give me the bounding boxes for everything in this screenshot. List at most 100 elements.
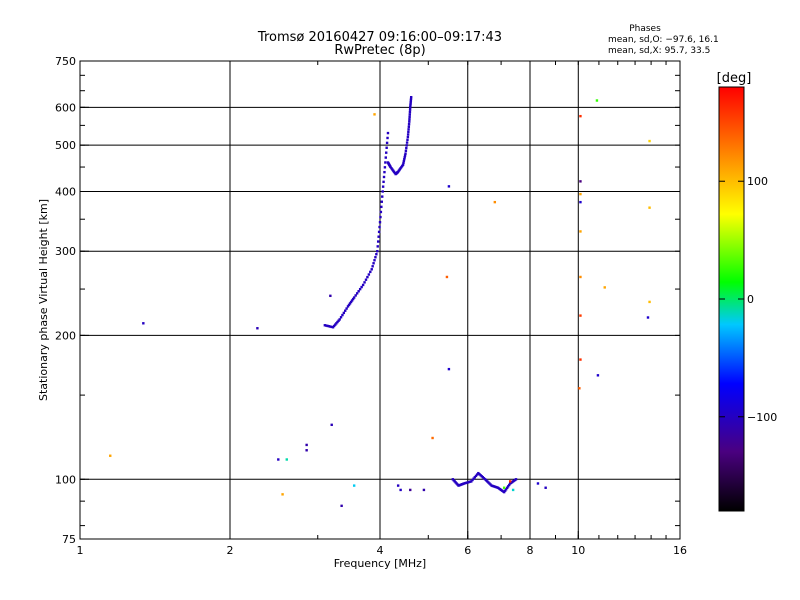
data-point xyxy=(277,458,280,461)
data-point xyxy=(405,146,408,150)
data-point xyxy=(281,493,284,496)
data-point xyxy=(404,149,408,153)
data-point xyxy=(377,235,380,238)
data-point xyxy=(506,485,510,488)
data-point xyxy=(468,480,472,483)
data-point xyxy=(404,152,407,155)
data-point xyxy=(384,156,387,159)
data-point xyxy=(373,259,376,262)
data-point xyxy=(399,488,402,492)
data-point xyxy=(648,206,651,209)
data-point xyxy=(326,324,329,328)
plot-frame xyxy=(79,60,681,540)
colorbar-tick-label: 0 xyxy=(747,293,754,306)
data-point xyxy=(579,180,582,183)
x-tick-label: 2 xyxy=(227,544,234,557)
data-point xyxy=(305,443,308,447)
data-point xyxy=(466,481,469,484)
x-tick-label: 16 xyxy=(673,544,687,557)
data-point xyxy=(470,480,473,483)
data-point xyxy=(467,480,471,484)
data-point xyxy=(465,481,468,484)
data-point xyxy=(409,99,413,102)
data-point xyxy=(405,141,409,144)
data-point xyxy=(409,101,412,104)
data-point xyxy=(363,281,366,284)
data-point xyxy=(445,275,449,279)
data-point xyxy=(344,309,347,312)
data-point xyxy=(349,300,353,304)
data-point xyxy=(504,488,508,491)
data-point xyxy=(371,265,374,268)
data-point xyxy=(447,185,451,188)
data-point xyxy=(475,473,479,476)
data-point xyxy=(364,278,368,281)
data-point xyxy=(579,114,582,118)
data-point xyxy=(346,305,350,308)
data-point xyxy=(383,170,386,174)
data-point xyxy=(381,185,385,188)
data-point xyxy=(507,483,511,487)
data-point xyxy=(503,489,507,492)
data-point xyxy=(340,504,343,508)
data-point xyxy=(403,156,406,159)
data-point xyxy=(360,285,363,289)
data-point xyxy=(374,256,377,259)
data-point xyxy=(596,374,600,377)
data-point xyxy=(408,115,411,119)
data-point xyxy=(370,268,373,271)
colorbar-label: [deg] xyxy=(717,71,752,86)
data-point xyxy=(323,324,327,327)
y-tick-label: 300 xyxy=(55,245,76,258)
data-point xyxy=(505,486,509,489)
data-point xyxy=(409,95,413,99)
data-point xyxy=(327,325,331,328)
data-point xyxy=(579,275,582,279)
data-point xyxy=(379,215,382,219)
data-point xyxy=(409,104,412,107)
y-tick-label: 600 xyxy=(55,101,76,114)
y-axis-label: Stationary phase Virtual Height [km] xyxy=(37,199,50,401)
data-point xyxy=(347,303,351,307)
data-point xyxy=(579,358,582,361)
data-point xyxy=(409,97,413,101)
data-point xyxy=(408,108,412,111)
x-tick-label: 4 xyxy=(377,544,384,557)
data-point xyxy=(384,161,387,164)
chart-title: Tromsø 20160427 09:16:00–09:17:43 xyxy=(257,30,502,45)
data-point xyxy=(536,482,540,485)
data-point xyxy=(646,316,650,319)
data-point xyxy=(462,482,466,485)
data-point xyxy=(335,322,338,325)
data-point xyxy=(407,130,410,134)
data-point xyxy=(352,484,356,487)
data-point xyxy=(382,180,385,184)
data-point xyxy=(142,322,145,325)
data-point xyxy=(408,118,411,121)
data-point xyxy=(407,128,410,131)
data-point xyxy=(595,99,599,102)
data-point xyxy=(329,294,332,298)
data-point xyxy=(378,225,381,229)
data-point xyxy=(351,297,355,301)
data-point xyxy=(403,154,407,157)
data-point xyxy=(331,326,335,329)
data-point xyxy=(386,136,389,140)
data-point xyxy=(471,478,474,482)
data-point xyxy=(409,102,412,106)
data-point xyxy=(406,138,409,141)
data-point xyxy=(354,294,357,297)
data-point xyxy=(579,230,582,233)
x-tick-labels: 1 2 4 6 8 10 16 xyxy=(77,544,688,557)
data-point xyxy=(381,190,384,193)
data-point xyxy=(502,486,506,489)
data-point xyxy=(375,253,378,256)
data-point xyxy=(378,221,382,224)
data-point xyxy=(431,436,434,440)
data-point xyxy=(508,480,512,483)
data-point xyxy=(348,302,352,305)
data-point xyxy=(334,323,337,326)
data-point xyxy=(405,144,408,147)
colorbar-tick-label: −100 xyxy=(747,411,777,424)
y-tick-label: 100 xyxy=(55,473,76,486)
